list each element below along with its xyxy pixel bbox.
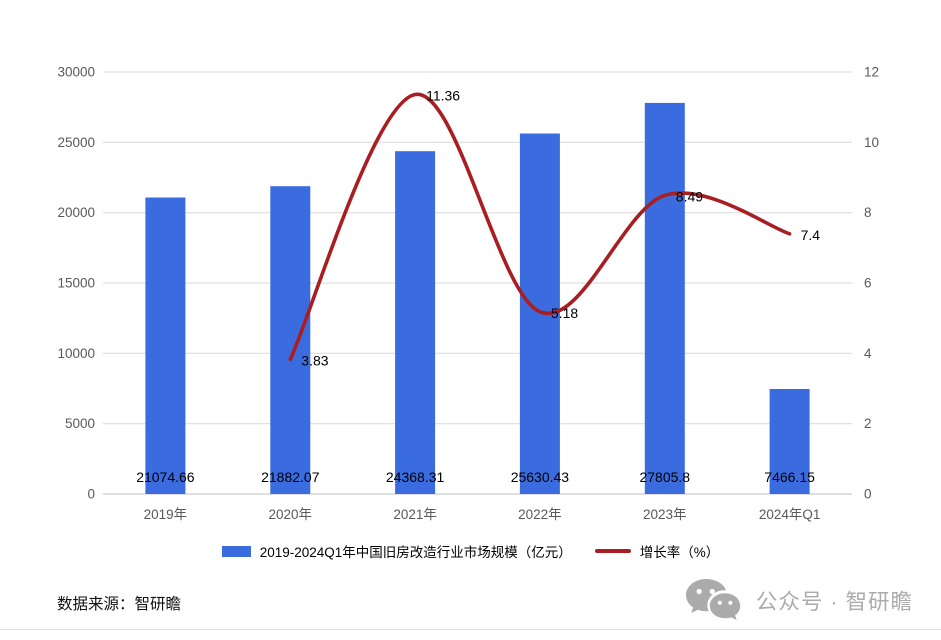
- line-series-swatch: [594, 549, 631, 553]
- line-point-label: 5.18: [551, 305, 578, 321]
- left-axis-tick: 25000: [57, 135, 95, 150]
- bottom-divider: [0, 629, 941, 630]
- line-point-label: 7.4: [801, 227, 821, 243]
- right-axis-tick: 0: [864, 487, 872, 502]
- x-axis-label: 2023年: [643, 507, 687, 522]
- line-point-label: 8.49: [676, 188, 703, 204]
- bar-value-label: 24368.31: [386, 469, 445, 485]
- line-point-label: 3.83: [301, 352, 328, 368]
- right-axis-tick: 4: [864, 346, 872, 361]
- right-axis-tick: 6: [864, 276, 872, 291]
- x-axis-label: 2019年: [144, 507, 188, 522]
- left-axis-tick: 20000: [57, 205, 95, 220]
- bar-value-label: 25630.43: [511, 469, 570, 485]
- bar-value-label: 21882.07: [261, 469, 320, 485]
- x-axis-label: 2020年: [269, 507, 313, 522]
- line-series-legend-label: 增长率（%）: [639, 545, 720, 560]
- left-axis-tick: 10000: [57, 346, 95, 361]
- bar-value-label: 21074.66: [136, 469, 195, 485]
- line-point-label: 11.36: [426, 88, 460, 104]
- chart-legend: 2019-2024Q1年中国旧房改造行业市场规模（亿元） 增长率（%）: [0, 541, 941, 561]
- bar: [769, 389, 810, 494]
- left-axis-tick: 30000: [57, 65, 95, 80]
- bar-value-label: 7466.15: [764, 469, 815, 485]
- right-axis-tick: 2: [864, 416, 872, 431]
- bar: [270, 186, 311, 494]
- bar: [145, 197, 186, 494]
- left-axis-tick: 5000: [65, 416, 95, 431]
- bar: [644, 102, 685, 495]
- wechat-account-name: 公众号 · 智研瞻: [755, 589, 913, 614]
- bar-series-legend-label: 2019-2024Q1年中国旧房改造行业市场规模（亿元）: [259, 545, 572, 560]
- bar: [395, 151, 436, 494]
- bar-value-label: 27805.8: [639, 469, 690, 485]
- right-axis-tick: 10: [864, 135, 879, 150]
- growth-rate-line: [288, 92, 792, 362]
- x-axis-label: 2022年: [518, 507, 562, 522]
- wechat-logo-icon: [685, 579, 741, 620]
- data-source-note: 数据来源：智研瞻: [57, 596, 182, 613]
- right-axis-tick: 12: [864, 65, 879, 80]
- x-axis-label: 2021年: [393, 507, 437, 522]
- x-axis-label: 2024年Q1: [759, 507, 821, 522]
- wechat-branding: 公众号 · 智研瞻: [684, 577, 913, 623]
- left-axis-tick: 15000: [57, 276, 95, 291]
- bar-series-swatch: [221, 545, 251, 557]
- right-axis-tick: 8: [864, 205, 872, 220]
- left-axis-tick: 0: [87, 487, 95, 502]
